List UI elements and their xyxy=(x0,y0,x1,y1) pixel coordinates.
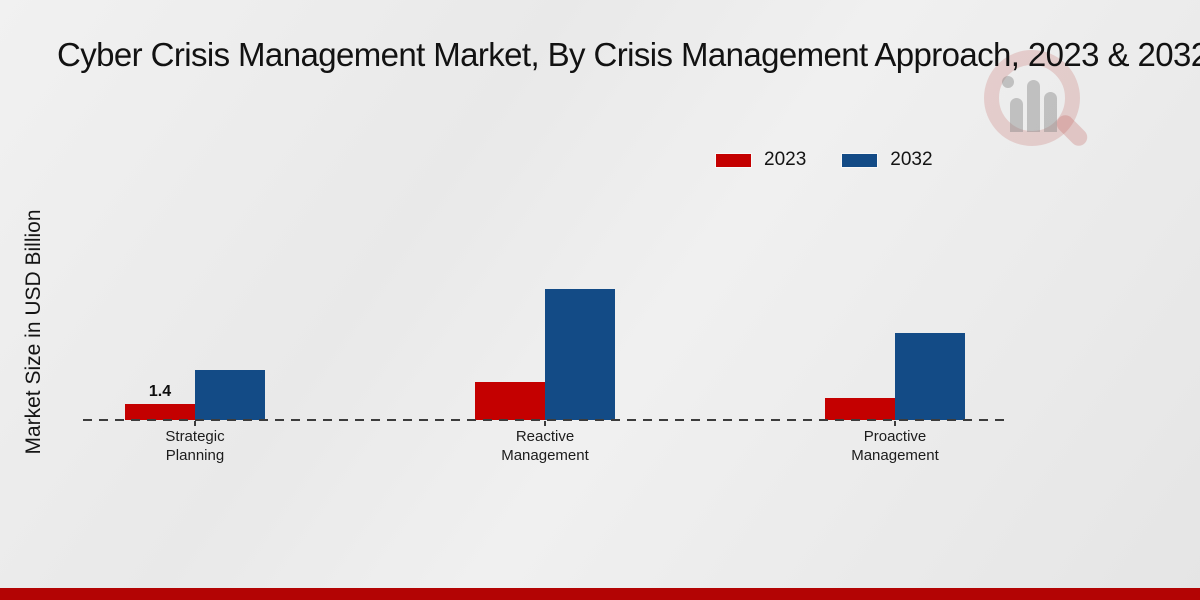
chart-title: Cyber Crisis Management Market, By Crisi… xyxy=(57,36,1200,73)
legend-label-2032: 2032 xyxy=(890,149,933,170)
x-axis-tick xyxy=(194,421,196,426)
x-axis-tick xyxy=(544,421,546,426)
bar-value-label: 1.4 xyxy=(148,383,172,400)
x-axis-baseline xyxy=(83,419,1007,421)
bar-2032-proactive-management xyxy=(895,333,965,420)
brand-watermark xyxy=(980,48,1091,158)
bar-2023-proactive-management xyxy=(825,398,895,420)
bar-2032-strategic-planning xyxy=(195,370,265,420)
legend-swatch-2032 xyxy=(842,153,878,167)
legend-swatch-2023 xyxy=(716,153,751,167)
category-label: Proactive Management xyxy=(851,428,939,464)
logo-bar-icon xyxy=(1027,80,1040,132)
logo-bar-icon xyxy=(1010,98,1023,132)
category-label: Strategic Planning xyxy=(165,428,225,464)
legend: 2023 2032 xyxy=(716,149,933,171)
bar-2032-reactive-management xyxy=(545,289,615,420)
legend-item-2023: 2023 xyxy=(716,149,806,171)
bar-2023-strategic-planning xyxy=(125,404,195,420)
footer-accent-bar xyxy=(0,588,1200,600)
x-axis-tick xyxy=(894,421,896,426)
bar-2023-reactive-management xyxy=(475,382,545,420)
legend-label-2023: 2023 xyxy=(764,149,807,170)
logo-bar-icon xyxy=(1044,92,1057,132)
logo-dot-icon xyxy=(1002,76,1014,88)
legend-item-2032: 2032 xyxy=(842,149,933,171)
y-axis-label: Market Size in USD Billion xyxy=(22,209,45,455)
category-label: Reactive Management xyxy=(501,428,589,464)
